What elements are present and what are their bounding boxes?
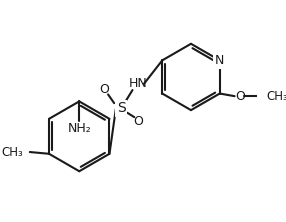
Text: O: O xyxy=(134,115,144,128)
Text: CH₃: CH₃ xyxy=(266,90,286,103)
Text: O: O xyxy=(235,90,245,103)
Text: N: N xyxy=(215,54,225,67)
Text: HN: HN xyxy=(129,77,148,90)
Text: O: O xyxy=(99,83,109,96)
Text: S: S xyxy=(117,101,126,115)
Text: CH₃: CH₃ xyxy=(1,146,23,159)
Text: NH₂: NH₂ xyxy=(67,122,91,135)
